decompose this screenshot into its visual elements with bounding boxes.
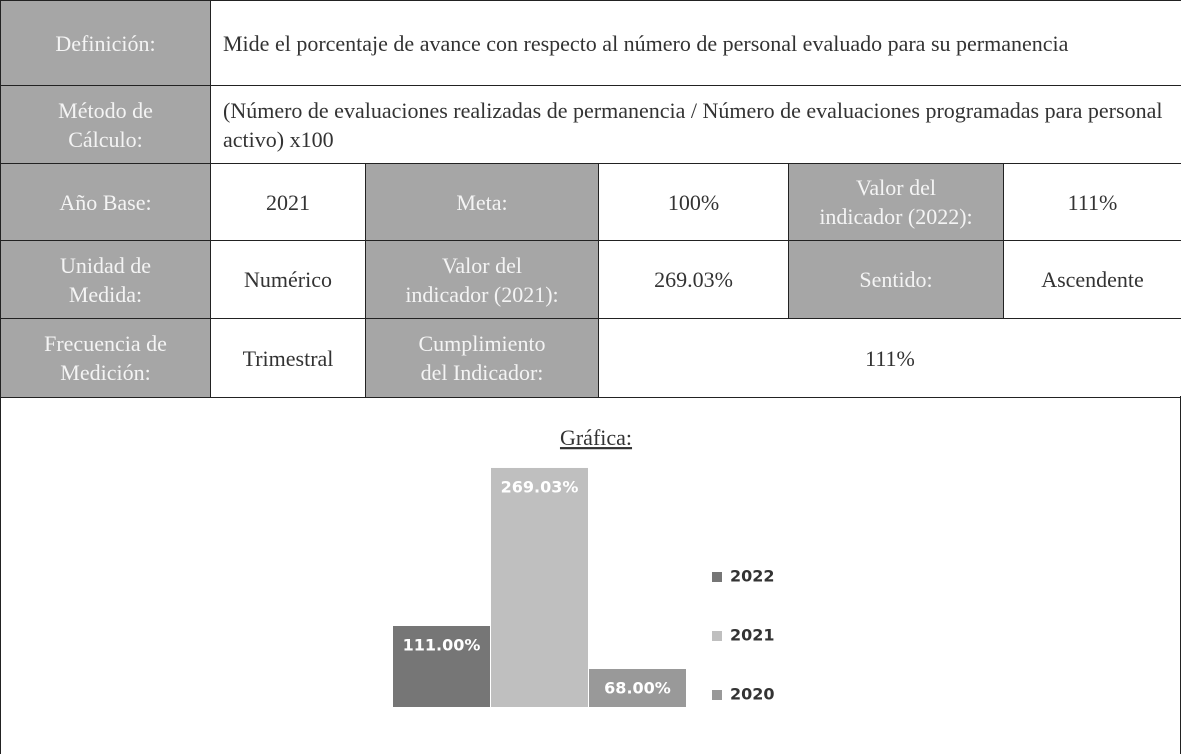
table-cell: Unidad de Medida: bbox=[0, 240, 211, 319]
bar bbox=[393, 626, 490, 707]
legend-label: 2021 bbox=[730, 626, 775, 645]
table-cell: 2021 bbox=[210, 163, 366, 241]
bar bbox=[589, 669, 686, 707]
table-cell: 111% bbox=[1003, 163, 1181, 241]
table-cell: Cumplimiento del Indicador: bbox=[365, 318, 599, 398]
table-cell: Meta: bbox=[365, 163, 599, 241]
table-cell: 111% bbox=[598, 318, 1181, 398]
data-label: 111.00% bbox=[403, 636, 481, 655]
legend-swatch bbox=[712, 572, 722, 582]
table-cell: 269.03% bbox=[598, 240, 789, 319]
legend-label: 2020 bbox=[730, 685, 775, 704]
table-cell: Valor del indicador (2022): bbox=[788, 163, 1004, 241]
legend-label: 2022 bbox=[730, 567, 775, 586]
table-cell: Trimestral bbox=[210, 318, 366, 398]
data-label: 68.00% bbox=[604, 679, 671, 698]
data-label: 269.03% bbox=[501, 477, 579, 496]
table-cell: Método de Cálculo: bbox=[0, 85, 211, 164]
table-cell: (Número de evaluaciones realizadas de pe… bbox=[210, 85, 1181, 164]
table-cell: Valor del indicador (2021): bbox=[365, 240, 599, 319]
table-cell: Año Base: bbox=[0, 163, 211, 241]
table-cell: Numérico bbox=[210, 240, 366, 319]
legend-swatch bbox=[712, 631, 722, 641]
bar bbox=[491, 467, 588, 707]
table-cell: Definición: bbox=[0, 0, 211, 86]
legend-swatch bbox=[712, 690, 722, 700]
table-cell: Sentido: bbox=[788, 240, 1004, 319]
chart-title: Gráfica: bbox=[560, 425, 632, 450]
table-cell: Ascendente bbox=[1003, 240, 1181, 319]
table-cell: Frecuencia de Medición: bbox=[0, 318, 211, 398]
table-cell: 100% bbox=[598, 163, 789, 241]
table-cell: Mide el porcentaje de avance con respect… bbox=[210, 0, 1181, 86]
